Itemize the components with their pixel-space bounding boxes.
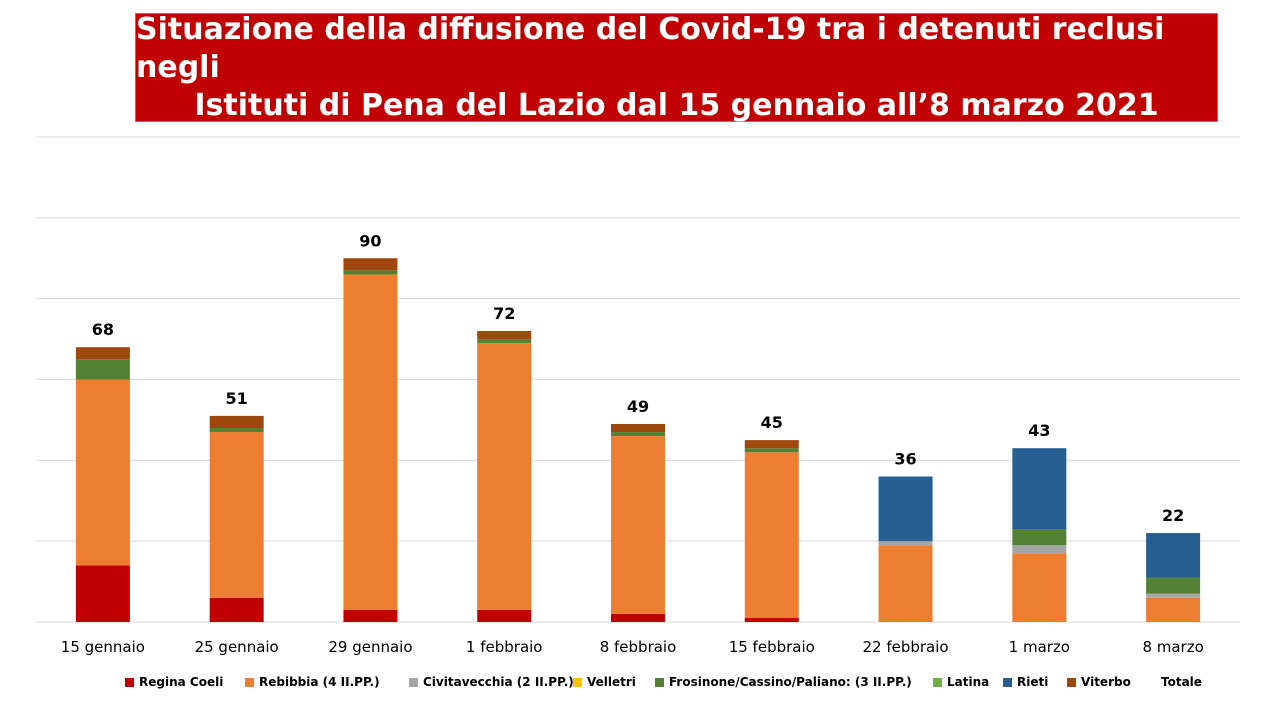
bar-segment [878, 476, 933, 542]
legend-swatch [573, 677, 582, 687]
legend-swatch [1067, 677, 1076, 687]
total-label: 68 [92, 320, 114, 339]
bar-segment [611, 436, 665, 614]
bar-segment [75, 347, 130, 360]
bar-segment [878, 541, 933, 546]
x-tick-label: 15 febbraio [729, 638, 815, 656]
bars [75, 258, 1201, 622]
bar-segment [744, 448, 799, 453]
total-label: 90 [359, 231, 381, 250]
bar-segment [75, 379, 130, 566]
legend-item: Totale [1161, 675, 1202, 689]
bar-segment [343, 274, 398, 610]
legend-label: Velletri [587, 675, 636, 689]
x-axis-tick-labels: 15 gennaio 25 gennaio 29 gennaio 1 febbraio… [61, 638, 1204, 656]
x-tick-label: 15 gennaio [61, 638, 145, 656]
bar-segment [1012, 545, 1067, 554]
bar-segment [611, 423, 665, 433]
bar-segment [611, 613, 665, 622]
x-tick-label: 8 marzo [1142, 638, 1203, 656]
legend-item: Viterbo [1067, 675, 1131, 689]
chart-title-line-1: Situazione della diffusione del Covid-19… [136, 11, 1165, 85]
total-label: 22 [1162, 506, 1184, 525]
legend-label: Latina [947, 675, 990, 689]
legend-swatch [245, 677, 254, 687]
bar-segment [343, 609, 398, 622]
bar-segment [209, 428, 264, 433]
bar-segment [477, 343, 532, 610]
bar-segment [1012, 553, 1067, 622]
legend-swatch [125, 677, 134, 687]
data-labels: 68 51 90 72 49 45 36 43 22 [92, 231, 1184, 525]
legend-swatch [655, 677, 664, 687]
bar-segment [75, 359, 130, 380]
bar-segment [744, 617, 799, 622]
bar-segment [209, 597, 264, 622]
x-tick-label: 8 febbraio [600, 638, 677, 656]
total-label: 49 [627, 397, 649, 416]
bar-segment [477, 609, 532, 622]
x-tick-label: 1 marzo [1009, 638, 1070, 656]
legend-label: Rieti [1017, 675, 1049, 689]
bar-segment [878, 545, 933, 622]
bar-segment [1146, 533, 1201, 578]
legend-swatch [409, 677, 418, 687]
bar-segment [744, 440, 799, 449]
total-label: 36 [894, 450, 916, 469]
bar-segment [209, 432, 264, 598]
legend-item: Civitavecchia (2 II.PP.) [409, 675, 574, 689]
legend-label: Totale [1161, 675, 1202, 689]
bar-segment [1146, 593, 1201, 598]
legend-label: Viterbo [1081, 675, 1131, 689]
x-tick-label: 29 gennaio [328, 638, 412, 656]
total-label: 45 [761, 413, 783, 432]
legend-label: Civitavecchia (2 II.PP.) [423, 675, 574, 689]
bar-segment [477, 339, 532, 344]
legend-item: Velletri [573, 675, 636, 689]
bar-segment [477, 331, 532, 340]
x-tick-label: 1 febbraio [466, 638, 543, 656]
bar-segment [1146, 577, 1201, 594]
bar-segment [1012, 448, 1067, 530]
chart-title-box: Situazione della diffusione del Covid-19… [135, 11, 1218, 123]
bar-segment [744, 452, 799, 618]
legend-label: Regina Coeli [139, 675, 224, 689]
legend-item: Latina [933, 675, 989, 689]
bar-segment [611, 432, 665, 437]
legend-item: Rieti [1003, 675, 1048, 689]
chart-title-line-2: Istituti di Pena del Lazio dal 15 gennai… [194, 87, 1159, 123]
legend-item: Rebibbia (4 II.PP.) [245, 675, 380, 689]
bar-segment [1146, 597, 1201, 622]
bar-segment [1012, 529, 1067, 546]
legend-swatch [933, 677, 942, 687]
legend-label: Frosinone/Cassino/Paliano: (3 II.PP.) [669, 675, 912, 689]
bar-segment [343, 258, 398, 271]
legend: Regina Coeli Rebibbia (4 II.PP.) Civitavec… [0, 675, 1280, 695]
total-label: 43 [1028, 421, 1050, 440]
x-tick-label: 25 gennaio [195, 638, 279, 656]
bar-segment [343, 270, 398, 275]
total-label: 72 [493, 304, 515, 323]
bar-segment [75, 565, 130, 622]
legend-item: Frosinone/Cassino/Paliano: (3 II.PP.) [655, 675, 912, 689]
bar-segment [209, 415, 264, 428]
legend-label: Rebibbia (4 II.PP.) [259, 675, 380, 689]
total-label: 51 [226, 389, 248, 408]
legend-item: Regina Coeli [125, 675, 223, 689]
legend-swatch [1003, 677, 1012, 687]
x-tick-label: 22 febbraio [862, 638, 948, 656]
